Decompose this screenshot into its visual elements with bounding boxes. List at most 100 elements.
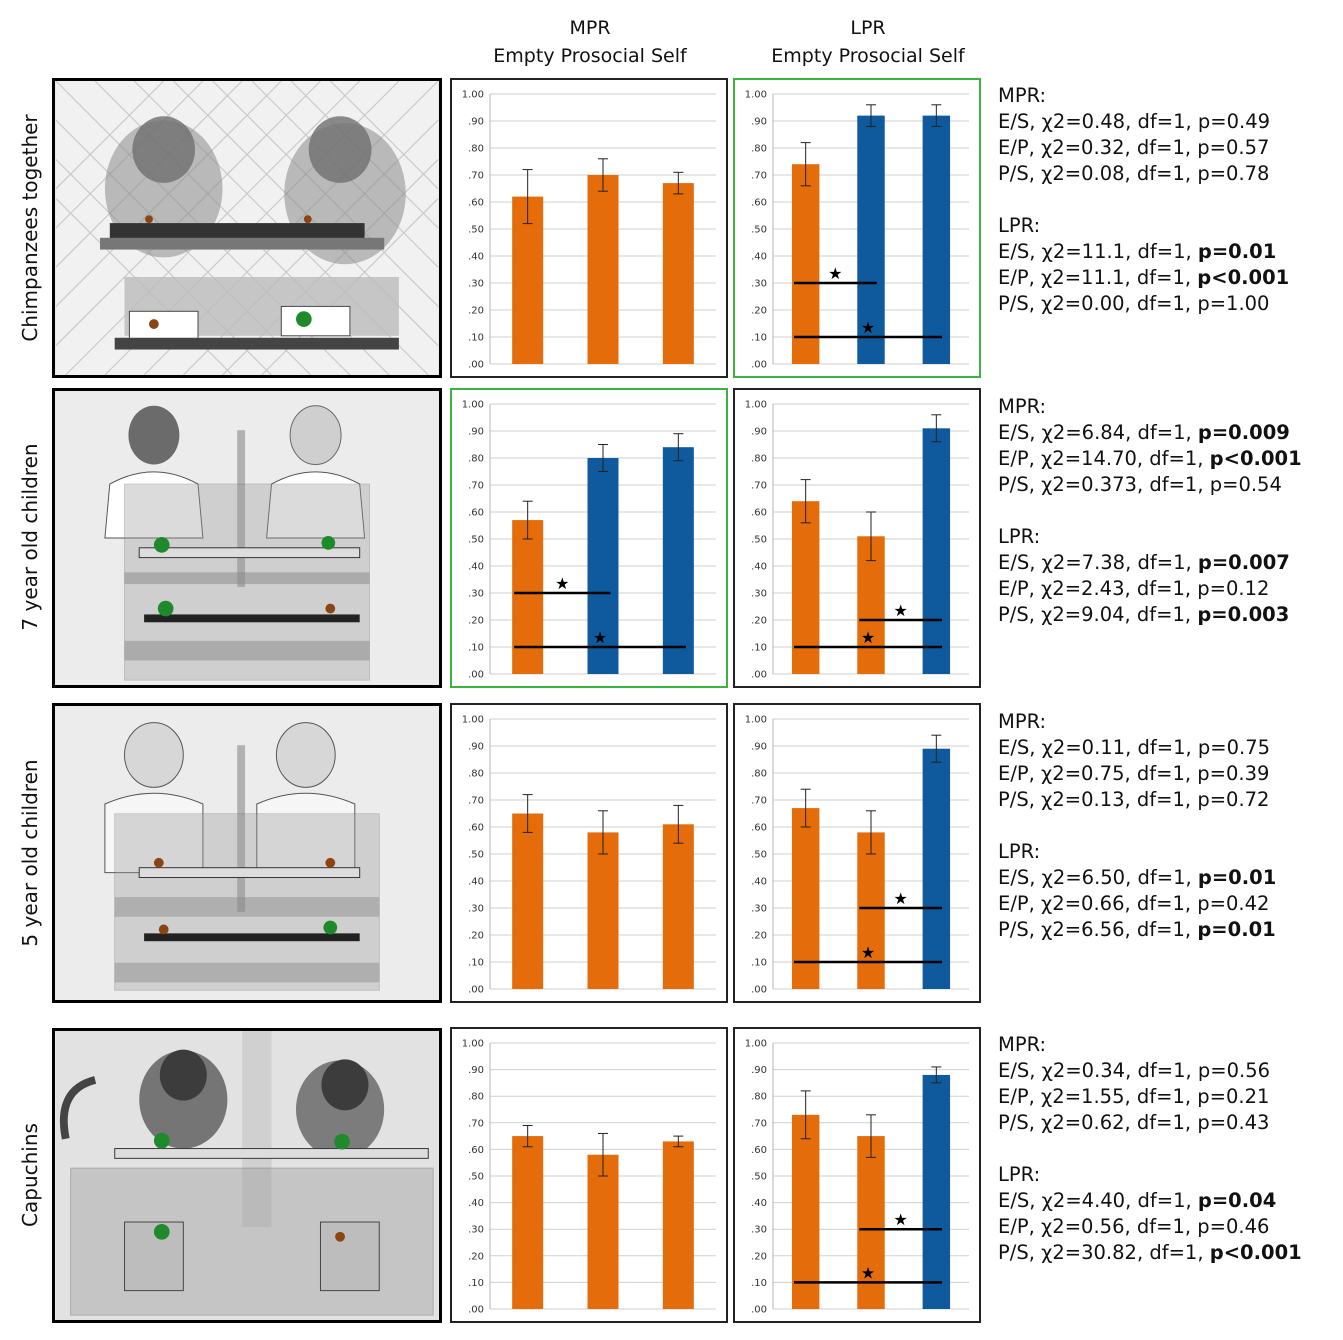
y-tick-label: .30 xyxy=(468,589,484,600)
y-tick-label: .60 xyxy=(468,1145,484,1156)
y-tick-label: .10 xyxy=(468,958,484,969)
y-tick-label: .60 xyxy=(468,823,484,834)
significance-star: ★ xyxy=(828,264,842,283)
stat-p-value: p=0.49 xyxy=(1197,110,1271,133)
significance-star: ★ xyxy=(555,574,569,593)
chart-panel-capuchins-mpr: 1.00 .90 .80 .70 .60 .50 .40 .30 .20 .10 .00 xyxy=(450,1027,728,1323)
bar-self xyxy=(922,115,951,364)
chimpanzees-illustration xyxy=(52,78,442,378)
lpr-stats-heading: LPR: xyxy=(998,214,1041,237)
y-tick-label: .30 xyxy=(751,279,767,290)
chart-panel-7yo-mpr: 1.00 .90 .80 .70 .60 .50 .40 .30 .20 .10 .00 ★ ★ xyxy=(450,388,728,688)
mpr-header: MPR Empty Prosocial Self xyxy=(450,14,730,70)
lpr-stats-line: P/S, χ2=6.56, df=1, p=0.01 xyxy=(998,917,1276,943)
mpr-header-title: MPR xyxy=(569,17,611,39)
bar-chart: 1.00 .90 .80 .70 .60 .50 .40 .30 .20 .10 .00 xyxy=(462,1039,716,1316)
y-tick-label: .70 xyxy=(751,171,767,182)
row-label-7yo: 7 year old children xyxy=(18,443,42,631)
stat-p-value: p=0.01 xyxy=(1197,918,1276,941)
y-tick-label: .70 xyxy=(468,481,484,492)
y-tick-label: .00 xyxy=(751,360,767,371)
chart-panel-7yo-lpr: 1.00 .90 .80 .70 .60 .50 .40 .30 .20 .10 .00 ★ ★ xyxy=(733,388,981,688)
seven-year-old-illustration xyxy=(52,388,442,688)
y-tick-label: .90 xyxy=(468,427,484,438)
bar-chart: 1.00 .90 .80 .70 .60 .50 .40 .30 .20 .10 .00 ★ ★ xyxy=(745,715,969,996)
lpr-stats-line: E/P, χ2=2.43, df=1, p=0.12 xyxy=(998,576,1302,602)
lpr-stats-line: E/S, χ2=11.1, df=1, p=0.01 xyxy=(998,239,1289,265)
y-tick-label: .30 xyxy=(468,904,484,915)
bar-self xyxy=(922,748,951,989)
stat-test: E/P, χ2=0.56, df=1, xyxy=(998,1215,1198,1238)
stat-p-value: p=0.75 xyxy=(1197,736,1271,759)
mpr-stats-line: E/S, χ2=6.84, df=1, p=0.009 xyxy=(998,420,1302,446)
y-tick-label: .40 xyxy=(751,252,767,263)
y-tick-label: .00 xyxy=(468,1305,484,1316)
y-tick-label: .00 xyxy=(751,670,767,681)
bar-empty xyxy=(512,1136,544,1309)
y-tick-label: 1.00 xyxy=(462,1039,484,1050)
bar-self xyxy=(662,824,694,989)
y-tick-label: .80 xyxy=(751,769,767,780)
stat-test: E/P, χ2=2.43, df=1, xyxy=(998,577,1198,600)
bar-chart: 1.00 .90 .80 .70 .60 .50 .40 .30 .20 .10 .00 ★ ★ xyxy=(745,1039,969,1316)
lpr-header-conditions: Empty Prosocial Self xyxy=(771,45,965,67)
stat-p-value: p=0.39 xyxy=(1197,762,1270,785)
significance-star: ★ xyxy=(861,943,875,962)
y-tick-label: .10 xyxy=(468,643,484,654)
y-tick-label: .70 xyxy=(751,796,767,807)
lpr-stats-heading: LPR: xyxy=(998,1163,1041,1186)
stat-p-value: p=0.007 xyxy=(1197,551,1290,574)
y-tick-label: .00 xyxy=(468,985,484,996)
row-label-capuchins: Capuchins xyxy=(18,1123,42,1227)
chart-panel-5yo-mpr: 1.00 .90 .80 .70 .60 .50 .40 .30 .20 .10 .00 xyxy=(450,703,728,1003)
stat-p-value: p=0.21 xyxy=(1197,1085,1270,1108)
stat-test: P/S, χ2=6.56, df=1, xyxy=(998,918,1198,941)
y-tick-label: .80 xyxy=(468,1092,484,1103)
significance-star: ★ xyxy=(893,889,907,908)
y-tick-label: .80 xyxy=(468,769,484,780)
bar-prosocial xyxy=(587,1154,619,1309)
y-tick-label: .70 xyxy=(468,796,484,807)
bar-chart: 1.00 .90 .80 .70 .60 .50 .40 .30 .20 .10 .00 ★ ★ xyxy=(462,400,716,681)
y-tick-label: 1.00 xyxy=(745,400,767,411)
y-tick-label: .80 xyxy=(468,144,484,155)
lpr-stats-line: E/P, χ2=0.66, df=1, p=0.42 xyxy=(998,891,1276,917)
y-tick-label: .10 xyxy=(751,333,767,344)
bar-chart: 1.00 .90 .80 .70 .60 .50 .40 .30 .20 .10 .00 ★ ★ xyxy=(745,400,969,681)
mpr-stats-line: P/S, χ2=0.373, df=1, p=0.54 xyxy=(998,472,1302,498)
mpr-stats-line: E/S, χ2=0.48, df=1, p=0.49 xyxy=(998,109,1289,135)
bar-self xyxy=(662,183,694,364)
lpr-stats-heading: LPR: xyxy=(998,525,1041,548)
stat-test: P/S, χ2=0.13, df=1, xyxy=(998,788,1198,811)
mpr-stats-line: E/P, χ2=0.32, df=1, p=0.57 xyxy=(998,135,1289,161)
stat-p-value: p=1.00 xyxy=(1197,292,1270,315)
y-tick-label: .50 xyxy=(751,850,767,861)
y-tick-label: .60 xyxy=(751,508,767,519)
y-tick-label: .60 xyxy=(751,1145,767,1156)
stat-test: E/S, χ2=6.50, df=1, xyxy=(998,866,1198,889)
stat-test: P/S, χ2=0.373, df=1, xyxy=(998,473,1210,496)
stat-test: E/S, χ2=6.84, df=1, xyxy=(998,421,1198,444)
chart-panel-5yo-lpr: 1.00 .90 .80 .70 .60 .50 .40 .30 .20 .10 .00 ★ ★ xyxy=(733,703,981,1003)
lpr-stats-line: P/S, χ2=9.04, df=1, p=0.003 xyxy=(998,602,1302,628)
bar-prosocial xyxy=(587,175,619,364)
stat-p-value: p<0.001 xyxy=(1209,1241,1302,1264)
y-tick-label: .20 xyxy=(751,616,767,627)
y-tick-label: .20 xyxy=(468,931,484,942)
y-tick-label: .00 xyxy=(751,1305,767,1316)
stat-p-value: p=0.003 xyxy=(1197,603,1290,626)
y-tick-label: .70 xyxy=(468,171,484,182)
stat-test: P/S, χ2=0.00, df=1, xyxy=(998,292,1198,315)
stat-test: E/P, χ2=0.32, df=1, xyxy=(998,136,1198,159)
lpr-stats-line: E/P, χ2=11.1, df=1, p<0.001 xyxy=(998,265,1289,291)
stat-test: E/P, χ2=1.55, df=1, xyxy=(998,1085,1198,1108)
stat-p-value: p=0.56 xyxy=(1197,1059,1271,1082)
y-tick-label: 1.00 xyxy=(462,715,484,726)
y-tick-label: 1.00 xyxy=(462,90,484,101)
y-tick-label: .60 xyxy=(751,823,767,834)
stat-p-value: p=0.01 xyxy=(1197,866,1277,889)
stat-p-value: p=0.12 xyxy=(1197,577,1270,600)
y-tick-label: .50 xyxy=(468,850,484,861)
bar-empty xyxy=(791,808,820,989)
bar-prosocial xyxy=(857,1136,885,1309)
